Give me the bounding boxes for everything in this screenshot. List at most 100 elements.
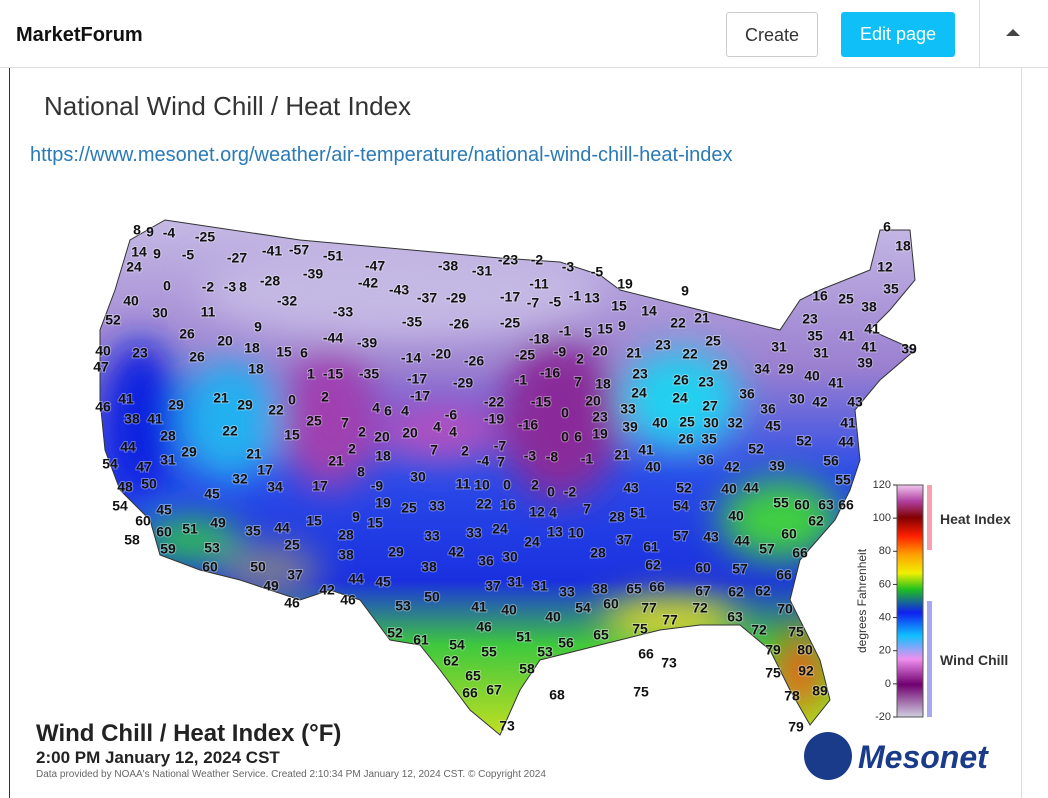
legend-tick-label: 60 [879,578,891,590]
reading: 17 [312,478,328,494]
reading: 54 [112,498,128,514]
reading: 24 [524,534,540,550]
reading: 40 [545,609,561,625]
reading: 62 [755,583,771,599]
reading: 51 [182,521,198,537]
post-link[interactable]: https://www.mesonet.org/weather/air-temp… [30,144,733,166]
reading: 31 [160,452,176,468]
edit-page-button[interactable]: Edit page [841,12,955,57]
reading: -3 [224,279,237,295]
post-box [9,68,1022,798]
legend-tick-label: 20 [879,645,891,657]
reading: 21 [614,447,630,463]
legend-tick-label: 40 [879,611,891,623]
reading: 41 [861,339,877,355]
reading: 65 [465,668,481,684]
reading: -33 [333,304,353,320]
reading: 4 [401,403,409,419]
reading: 92 [798,663,814,679]
reading: 47 [136,459,152,475]
reading: -32 [277,293,297,309]
reading: -25 [515,347,535,363]
reading: 21 [246,446,262,462]
reading: 62 [728,584,744,600]
reading: 4 [549,505,557,521]
reading: 34 [267,479,283,495]
reading: 26 [179,326,195,342]
reading: 20 [585,393,601,409]
reading: 58 [124,532,140,548]
reading: 30 [789,391,805,407]
reading: 33 [424,528,440,544]
reading: -2 [564,484,577,500]
reading: 19 [592,426,608,442]
reading: 44 [734,533,750,549]
reading: -43 [389,282,409,298]
reading: 7 [341,415,349,431]
reading: 56 [558,635,574,651]
reading: 23 [802,311,818,327]
logo-text: Mesonet [858,739,989,775]
reading: -2 [531,252,544,268]
reading: -47 [365,258,385,274]
reading: 4 [433,419,441,435]
reading: 15 [367,515,383,531]
reading: 29 [778,361,794,377]
reading: 75 [633,684,649,700]
reading: 45 [156,502,172,518]
create-button[interactable]: Create [726,12,818,57]
reading: 2 [461,443,469,459]
reading: 9 [146,224,154,240]
reading: 0 [561,405,569,421]
reading: 46 [95,399,111,415]
reading: -19 [484,411,504,427]
reading: 9 [254,319,262,335]
reading: 62 [808,513,824,529]
reading: 24 [672,390,688,406]
reading: 0 [547,484,555,500]
legend-colorbar [896,484,924,718]
reading: 36 [760,401,776,417]
reading: 22 [476,496,492,512]
reading: 25 [306,413,322,429]
reading: -9 [371,478,384,494]
reading: 8 [133,222,141,238]
reading: 29 [388,544,404,560]
reading: -3 [562,259,575,275]
reading: 20 [217,333,233,349]
reading: 30 [410,469,426,485]
reading: 15 [306,513,322,529]
reading: 41 [840,415,856,431]
reading: -17 [407,371,427,387]
reading: -3 [524,448,537,464]
reading: 57 [732,561,748,577]
reading: 20 [374,429,390,445]
legend-axis-label: degrees Fahrenheit [855,548,869,653]
reading: 11 [456,476,471,492]
collapse-caret[interactable] [1006,29,1020,36]
reading: 54 [575,600,591,616]
reading: -17 [500,289,520,305]
reading: 35 [883,281,899,297]
reading: 73 [661,655,677,671]
top-bar: MarketForum Create Edit page [0,0,1048,68]
reading: -20 [431,346,451,362]
reading: 60 [794,497,810,513]
map-title: Wind Chill / Heat Index (°F) [36,720,341,747]
reading: 21 [626,345,642,361]
reading: 18 [244,340,260,356]
reading: 51 [630,505,646,521]
reading: 38 [124,411,140,427]
brand[interactable]: MarketForum [16,24,143,46]
reading: 25 [679,414,695,430]
reading: 14 [131,244,147,260]
reading: 24 [492,521,508,537]
reading: 0 [561,429,569,445]
reading: -37 [417,290,437,306]
reading: 28 [609,509,625,525]
reading: 52 [796,433,812,449]
reading: 46 [340,592,356,608]
reading: 18 [595,376,611,392]
reading: 2 [576,351,584,367]
reading: 41 [471,599,487,615]
